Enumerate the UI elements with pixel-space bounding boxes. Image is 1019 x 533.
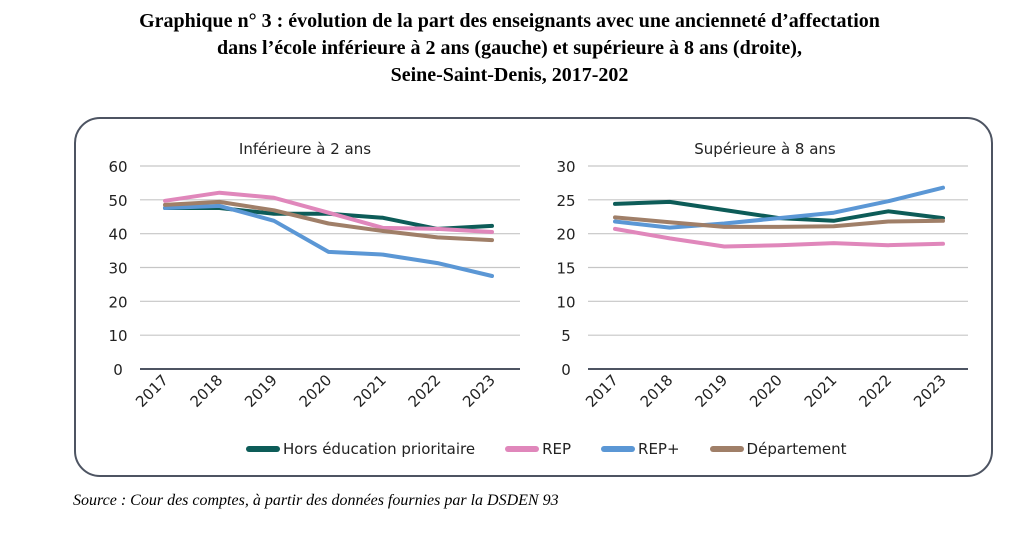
right-x-tick-label: 2023 bbox=[910, 371, 950, 411]
legend: Hors éducation prioritaire REP REP+ Dépa… bbox=[246, 440, 877, 458]
left-x-tick-label: 2021 bbox=[350, 371, 390, 411]
left-x-tick-label: 2017 bbox=[132, 371, 172, 411]
left-x-tick-label: 2018 bbox=[187, 371, 227, 411]
legend-swatch-rep-plus bbox=[601, 446, 636, 452]
right-x-tick-label: 2022 bbox=[855, 371, 895, 411]
left-x-tick-label: 2020 bbox=[296, 371, 336, 411]
right-series-line-rep bbox=[613, 226, 945, 249]
legend-label-rep: REP bbox=[542, 440, 572, 458]
legend-label-rep-plus: REP+ bbox=[638, 440, 680, 458]
left-x-tick-label: 2023 bbox=[459, 371, 499, 411]
right-x-tick-label: 2017 bbox=[582, 371, 622, 411]
left-chart-subtitle: Inférieure à 2 ans bbox=[239, 140, 371, 158]
right-y-tick-label: 25 bbox=[556, 192, 575, 210]
legend-swatch-rep bbox=[505, 446, 540, 452]
right-series-line-departement bbox=[613, 215, 945, 229]
left-y-tick-label: 30 bbox=[108, 260, 127, 278]
right-series-line-rep-plus bbox=[613, 185, 945, 230]
title-line-1: Graphique n° 3 : évolution de la part de… bbox=[139, 10, 880, 32]
left-y-tick-label: 40 bbox=[108, 226, 127, 244]
legend-item-rep-plus: REP+ bbox=[601, 440, 680, 458]
title-line-2: dans l’école inférieure à 2 ans (gauche)… bbox=[217, 37, 802, 59]
left-series-line-rep-plus bbox=[163, 203, 494, 278]
right-y-tick-label: 0 bbox=[561, 361, 571, 379]
title-line-3: Seine-Saint-Denis, 2017-202 bbox=[390, 64, 629, 86]
legend-item-hors-ep: Hors éducation prioritaire bbox=[246, 440, 475, 458]
left-x-tick-label: 2019 bbox=[241, 371, 281, 411]
right-x-tick-label: 2018 bbox=[637, 371, 677, 411]
chart-panel bbox=[74, 117, 993, 477]
legend-swatch-hors-ep bbox=[246, 446, 280, 452]
left-series-line-rep bbox=[163, 190, 494, 234]
legend-label-departement: Département bbox=[746, 440, 847, 458]
left-series-line-departement bbox=[163, 199, 494, 243]
right-x-tick-label: 2019 bbox=[691, 371, 731, 411]
right-x-tick-label: 2021 bbox=[801, 371, 841, 411]
right-y-tick-label: 30 bbox=[556, 158, 575, 176]
right-y-tick-label: 20 bbox=[556, 226, 575, 244]
right-y-tick-label: 15 bbox=[556, 260, 575, 278]
legend-item-departement: Département bbox=[709, 440, 847, 458]
left-y-tick-label: 20 bbox=[108, 293, 127, 311]
right-x-tick-label: 2020 bbox=[746, 371, 786, 411]
right-chart-subtitle: Supérieure à 8 ans bbox=[694, 140, 836, 158]
legend-item-rep: REP bbox=[505, 440, 571, 458]
left-y-tick-label: 0 bbox=[113, 361, 123, 379]
left-x-tick-label: 2022 bbox=[405, 371, 445, 411]
source-note: Source : Cour des comptes, à partir des … bbox=[73, 492, 559, 509]
left-y-tick-label: 10 bbox=[108, 327, 127, 345]
legend-label-hors-ep: Hors éducation prioritaire bbox=[283, 440, 476, 458]
chart-title: Graphique n° 3 : évolution de la part de… bbox=[0, 8, 1019, 89]
left-y-tick-label: 50 bbox=[108, 192, 127, 210]
legend-swatch-departement bbox=[709, 446, 744, 452]
right-y-tick-label: 5 bbox=[561, 327, 571, 345]
left-y-tick-label: 60 bbox=[108, 158, 127, 176]
right-y-tick-label: 10 bbox=[556, 293, 575, 311]
